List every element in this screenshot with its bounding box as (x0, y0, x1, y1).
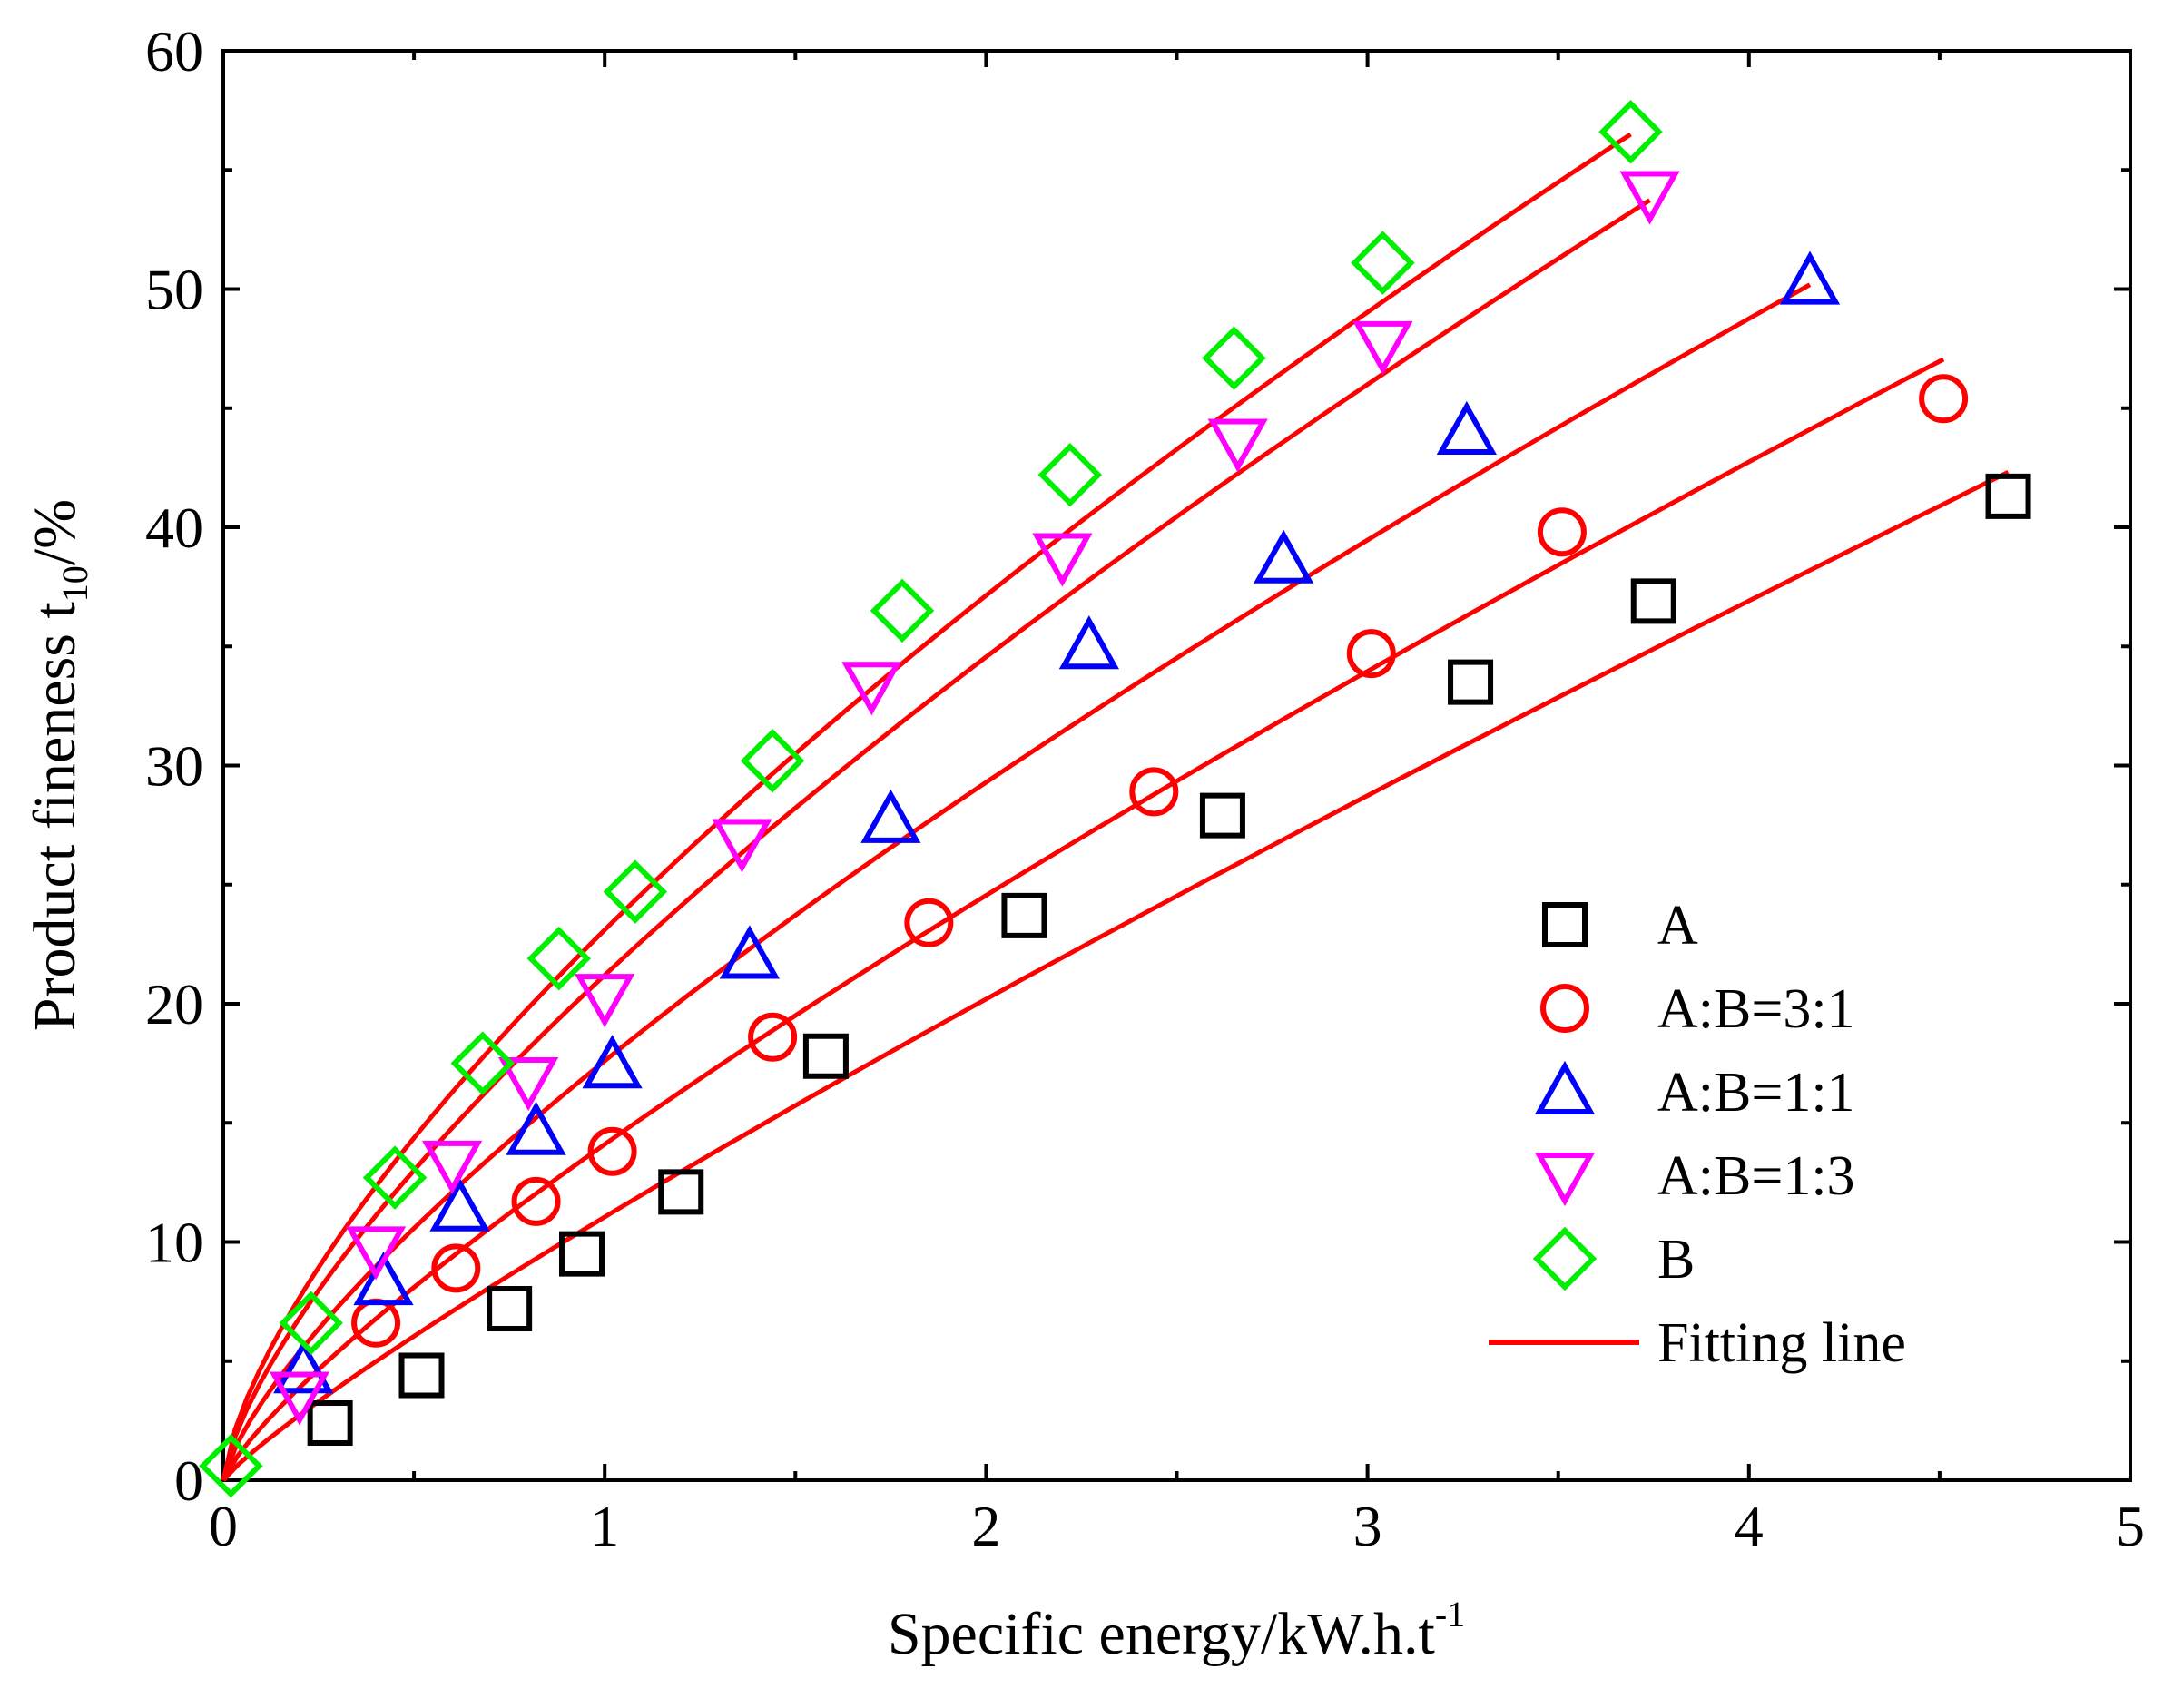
data-point (719, 925, 780, 979)
data-point (199, 1434, 263, 1498)
y-tick-label: 30 (145, 734, 203, 799)
legend-label: A (1657, 895, 1698, 957)
plot-frame (221, 49, 2132, 1482)
fit-line (221, 198, 1651, 1481)
data-point (1352, 320, 1413, 376)
data-point (1779, 250, 1841, 305)
data-point (558, 1231, 605, 1277)
legend-label: B (1657, 1229, 1695, 1291)
data-point (1351, 231, 1415, 295)
legend-marker (1534, 1153, 1596, 1207)
data-point (603, 859, 668, 924)
data-point (1537, 507, 1587, 557)
data-point (1985, 473, 2031, 519)
data-point (422, 1140, 483, 1195)
data-point (431, 1243, 481, 1293)
data-point (802, 1033, 849, 1079)
data-point (870, 578, 935, 643)
y-tick-label: 20 (145, 972, 203, 1036)
data-point (904, 898, 954, 947)
data-point (307, 1400, 353, 1446)
data-point (398, 1352, 445, 1399)
x-tick-label: 0 (209, 1494, 238, 1558)
data-point (487, 1286, 533, 1331)
data-point (1598, 100, 1663, 164)
data-point (1129, 767, 1179, 817)
x-tick-label: 1 (590, 1494, 619, 1558)
data-point (1058, 615, 1119, 670)
x-tick-label: 5 (2116, 1494, 2145, 1558)
data-point (1199, 792, 1245, 839)
data-point (429, 1177, 490, 1232)
y-axis-title-tail: /% (22, 499, 88, 565)
fit-line (221, 132, 1632, 1481)
y-tick-label: 40 (145, 496, 203, 560)
data-point (353, 1251, 414, 1306)
data-point (269, 1371, 330, 1426)
x-tick-label: 2 (971, 1494, 1000, 1558)
data-point (712, 819, 772, 873)
data-point (273, 1340, 334, 1394)
data-point (498, 1057, 559, 1112)
x-tick-label: 3 (1353, 1494, 1382, 1558)
data-point (748, 1012, 798, 1062)
y-tick-label: 10 (145, 1211, 203, 1275)
data-markers (199, 100, 2031, 1498)
data-point (740, 729, 805, 793)
y-axis-title-main: Product fineness t (22, 602, 88, 1031)
data-point (1630, 578, 1676, 624)
x-axis-title-main: Specific energy/kW.h.t (888, 1601, 1435, 1667)
data-point (860, 789, 921, 843)
legend-label: A:B=3:1 (1657, 978, 1855, 1040)
legend-marker (1540, 984, 1589, 1033)
data-point (841, 662, 902, 716)
legend: A A:B=3:1 A:B=1:1 A:B=1:3 B Fitting line (1489, 895, 1906, 1374)
data-point (345, 1226, 407, 1281)
data-point (506, 1101, 566, 1155)
y-axis-title-sub: 10 (54, 565, 95, 602)
legend-marker (1534, 1060, 1596, 1114)
data-point (587, 1126, 637, 1176)
fit-line (221, 357, 1945, 1482)
data-point (450, 1031, 515, 1095)
y-axis-title: Product fineness t10/% (22, 499, 95, 1031)
y-tick-label: 0 (174, 1448, 203, 1513)
data-point (362, 1145, 428, 1210)
data-point (526, 926, 592, 991)
legend-label: Fitting line (1657, 1312, 1906, 1374)
legend-label: A:B=1:1 (1657, 1062, 1855, 1124)
y-tick-label: 50 (145, 258, 203, 322)
x-axis-title: Specific energy/kW.h.t-1 (888, 1594, 1465, 1667)
data-point (1202, 326, 1266, 390)
fitting-lines (221, 132, 2010, 1482)
data-point (1619, 171, 1680, 225)
fit-line (221, 282, 1812, 1481)
x-axis-title-sup: -1 (1435, 1594, 1465, 1634)
legend-marker (1532, 1226, 1598, 1291)
data-point (1919, 374, 1969, 424)
data-point (658, 1169, 704, 1215)
data-point (1254, 529, 1314, 584)
data-point (1001, 892, 1047, 938)
data-point (582, 1035, 643, 1089)
data-point (279, 1291, 343, 1355)
x-tick-label: 4 (1735, 1494, 1764, 1558)
fit-line (221, 470, 2010, 1482)
data-point (1436, 400, 1497, 455)
data-point (1207, 418, 1268, 473)
data-point (1032, 533, 1093, 587)
data-point (351, 1298, 401, 1348)
data-point (511, 1176, 561, 1226)
data-point (1448, 659, 1494, 705)
y-tick-label: 60 (145, 19, 203, 83)
legend-marker (1542, 902, 1588, 947)
data-point (1037, 443, 1103, 507)
data-point (575, 974, 635, 1028)
legend-label: A:B=1:3 (1657, 1145, 1855, 1207)
data-point (1346, 629, 1396, 679)
